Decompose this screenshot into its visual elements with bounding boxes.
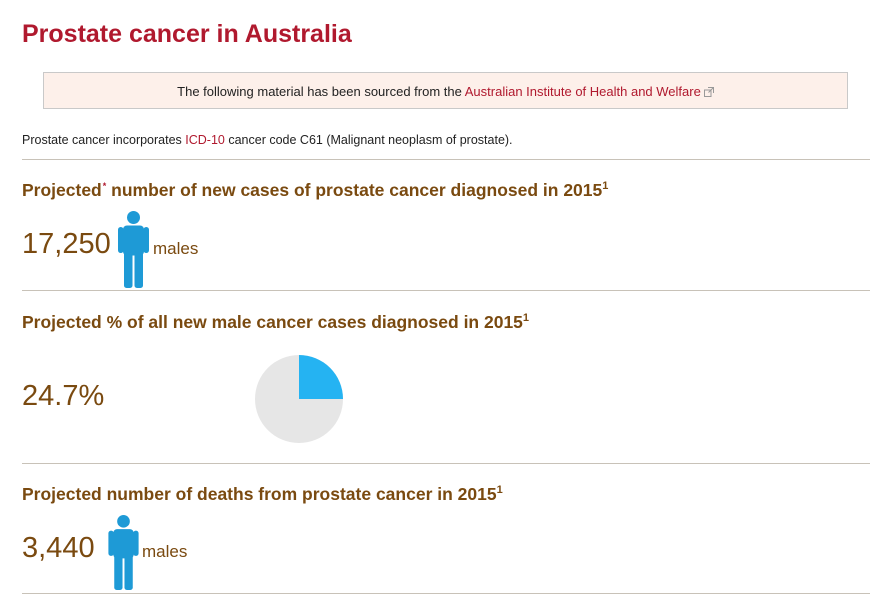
footnote-marker: 1 <box>522 312 530 325</box>
new-cases-unit: males <box>153 239 199 258</box>
percent-cases-value: 24.7% <box>22 380 105 412</box>
male-person-icon <box>118 211 149 288</box>
percent-pie-chart <box>255 355 343 443</box>
percent-cases-heading: Projected % of all new male cancer cases… <box>22 312 529 333</box>
male-person-icon <box>108 515 139 590</box>
intro-text-before: Prostate cancer incorporates <box>22 133 186 147</box>
footnote-star: * <box>102 181 107 191</box>
icd10-link[interactable]: ICD-10 <box>185 133 225 147</box>
new-cases-heading-text-rest: number of new cases of prostate cancer d… <box>106 180 603 200</box>
external-link-icon[interactable] <box>703 87 714 97</box>
deaths-heading-text: Projected number of deaths from prostate… <box>22 484 497 504</box>
deaths-unit: males <box>142 542 188 561</box>
footnote-marker: 1 <box>496 484 503 497</box>
source-notice: The following material has been sourced … <box>43 72 848 109</box>
percent-cases-heading-text: Projected % of all new male cancer cases… <box>22 312 523 332</box>
divider <box>22 159 870 160</box>
footnote-marker: 1 <box>602 180 609 193</box>
intro-text-after: cancer code C61 (Malignant neoplasm of p… <box>224 133 513 147</box>
intro-text: Prostate cancer incorporates ICD-10 canc… <box>22 133 513 147</box>
deaths-value: 3,440 <box>22 532 95 564</box>
new-cases-value: 17,250 <box>22 228 111 260</box>
divider <box>22 290 870 291</box>
pie-slice-prostate <box>299 355 343 399</box>
deaths-heading: Projected number of deaths from prostate… <box>22 484 503 505</box>
new-cases-heading-text: Projected <box>22 180 102 200</box>
divider <box>22 593 870 594</box>
divider <box>22 463 870 464</box>
new-cases-heading: Projected* number of new cases of prosta… <box>22 180 608 201</box>
aihw-link[interactable]: Australian Institute of Health and Welfa… <box>464 84 701 99</box>
page-title: Prostate cancer in Australia <box>22 20 352 48</box>
source-notice-text: The following material has been sourced … <box>177 84 465 99</box>
